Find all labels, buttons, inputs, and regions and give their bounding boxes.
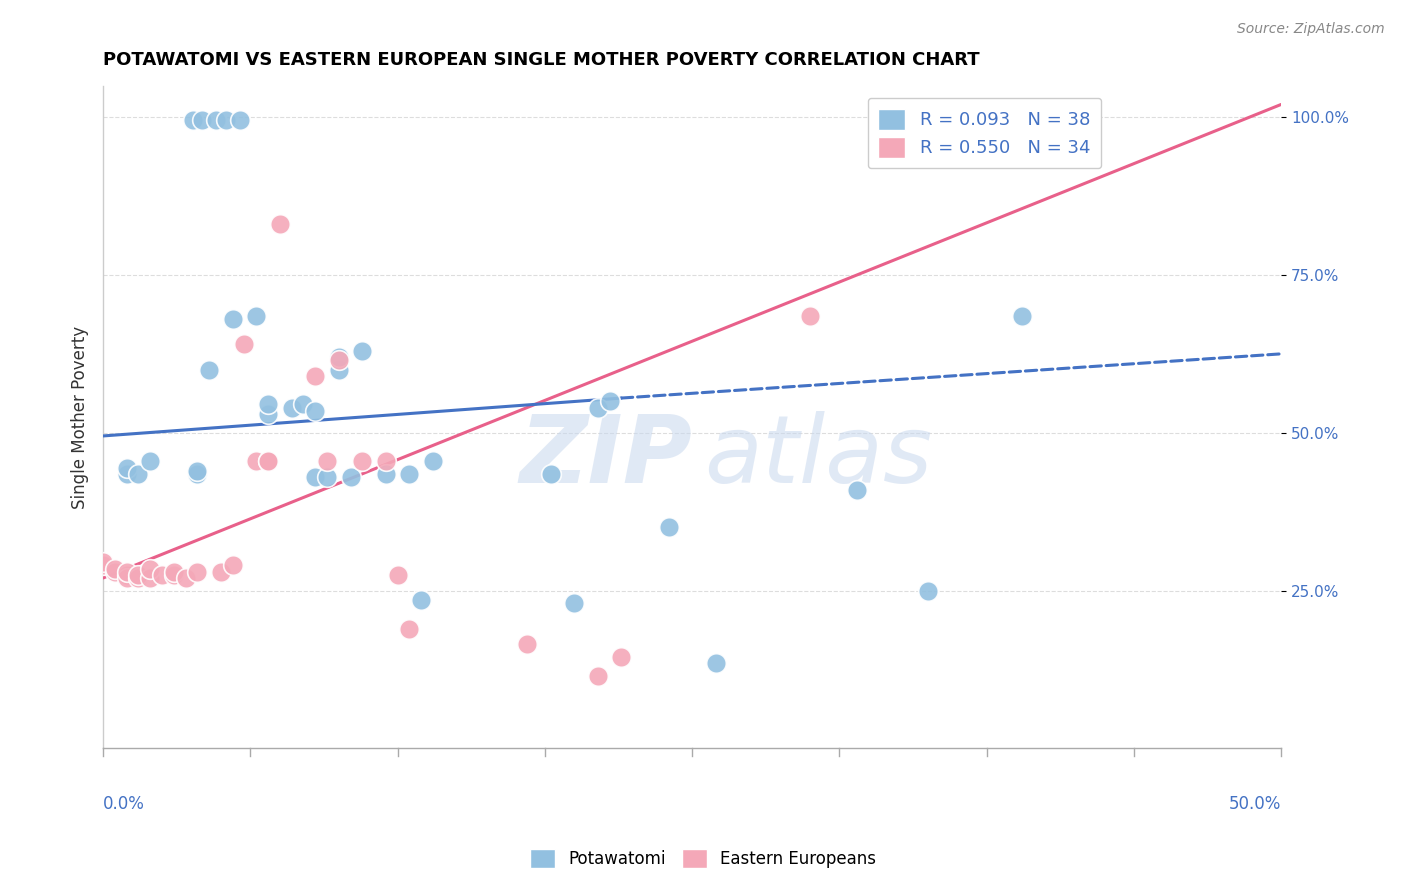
Point [174, 571, 197, 585]
Point [163, 565, 186, 579]
Point [186, 467, 208, 481]
Point [104, 561, 127, 575]
Text: ZIP: ZIP [519, 411, 692, 503]
Point [115, 565, 138, 579]
Point [139, 561, 162, 575]
Point [181, 113, 204, 128]
Point [257, 407, 280, 421]
Point [91, 558, 114, 573]
Point [91, 555, 114, 569]
Point [1011, 309, 1033, 323]
Point [387, 567, 409, 582]
Point [186, 464, 208, 478]
Point [328, 362, 350, 376]
Point [245, 309, 267, 323]
Point [304, 403, 326, 417]
Point [139, 571, 162, 585]
Legend: Potawatomi, Eastern Europeans: Potawatomi, Eastern Europeans [523, 842, 883, 875]
Point [374, 454, 396, 468]
Y-axis label: Single Mother Poverty: Single Mother Poverty [72, 326, 89, 508]
Point [339, 470, 361, 484]
Point [115, 571, 138, 585]
Point [328, 353, 350, 368]
Point [422, 454, 444, 468]
Point [411, 593, 433, 607]
Point [304, 368, 326, 383]
Point [280, 401, 302, 415]
Point [316, 454, 339, 468]
Point [186, 565, 208, 579]
Point [586, 669, 609, 683]
Point [352, 454, 374, 468]
Text: atlas: atlas [704, 411, 932, 502]
Point [316, 470, 339, 484]
Point [328, 350, 350, 364]
Point [799, 309, 821, 323]
Point [214, 113, 236, 128]
Point [150, 567, 173, 582]
Point [292, 397, 315, 411]
Point [540, 467, 562, 481]
Text: 50.0%: 50.0% [1229, 795, 1281, 813]
Point [198, 362, 221, 376]
Point [516, 637, 538, 651]
Point [127, 567, 149, 582]
Point [374, 467, 396, 481]
Point [304, 470, 326, 484]
Point [586, 401, 609, 415]
Point [115, 567, 138, 582]
Point [233, 337, 256, 351]
Point [115, 467, 138, 481]
Text: 0.0%: 0.0% [103, 795, 145, 813]
Point [257, 397, 280, 411]
Point [658, 520, 681, 534]
Point [222, 312, 245, 326]
Point [163, 567, 186, 582]
Point [398, 467, 420, 481]
Text: POTAWATOMI VS EASTERN EUROPEAN SINGLE MOTHER POVERTY CORRELATION CHART: POTAWATOMI VS EASTERN EUROPEAN SINGLE MO… [103, 51, 980, 69]
Point [127, 571, 149, 585]
Point [229, 113, 252, 128]
Point [127, 467, 149, 481]
Point [257, 454, 280, 468]
Point [269, 218, 291, 232]
Point [245, 454, 267, 468]
Point [115, 460, 138, 475]
Point [398, 622, 420, 636]
Legend: R = 0.093   N = 38, R = 0.550   N = 34: R = 0.093 N = 38, R = 0.550 N = 34 [868, 98, 1101, 169]
Point [191, 113, 214, 128]
Text: Source: ZipAtlas.com: Source: ZipAtlas.com [1237, 22, 1385, 37]
Point [599, 394, 621, 409]
Point [704, 657, 727, 671]
Point [257, 454, 280, 468]
Point [352, 343, 374, 358]
Point [917, 583, 939, 598]
Point [205, 113, 228, 128]
Point [104, 565, 127, 579]
Point [209, 565, 232, 579]
Point [562, 596, 585, 610]
Point [222, 558, 245, 573]
Point [139, 454, 162, 468]
Point [846, 483, 869, 497]
Point [610, 649, 633, 664]
